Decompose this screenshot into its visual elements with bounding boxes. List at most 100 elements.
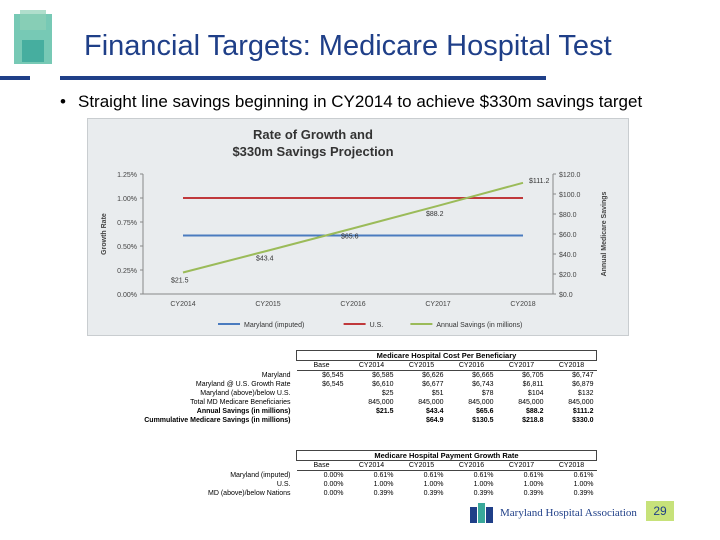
x-tick-label: CY2015 bbox=[255, 301, 280, 308]
table-cell: 0.00% bbox=[323, 490, 344, 497]
table-row: Annual Savings (in millions) $21.5 $43.4 $6… bbox=[100, 407, 597, 416]
table-cell: $104 bbox=[527, 390, 544, 397]
table-cell: 845,000 bbox=[468, 399, 494, 406]
table-cell: $6,545 bbox=[322, 372, 344, 379]
row-label: Total MD Medicare Beneficiaries bbox=[190, 399, 291, 406]
table-row: Maryland (imputed) 0.00% 0.61% 0.61% 0.61% 0.… bbox=[100, 471, 597, 481]
table-cell: $6,879 bbox=[572, 381, 594, 388]
table-cell: $43.4 bbox=[425, 408, 444, 415]
table-caption: Medicare Hospital Cost Per Beneficiary bbox=[296, 350, 597, 361]
legend-label-0: Maryland (imputed) bbox=[244, 322, 304, 329]
table-cell: $132 bbox=[577, 390, 594, 397]
table-cell: $6,665 bbox=[472, 372, 494, 379]
table-cell: 0.39% bbox=[473, 490, 494, 497]
table-row: Total MD Medicare Beneficiaries 845,000 84… bbox=[100, 398, 597, 407]
payment-growth-rate-table: Medicare Hospital Payment Growth Rate Bas… bbox=[100, 450, 597, 498]
table-header: CY2017 bbox=[496, 360, 547, 371]
table-row: U.S. 0.00% 1.00% 1.00% 1.00% 1.00% 1.00% bbox=[100, 480, 597, 489]
table-cell: 1.00% bbox=[423, 481, 444, 488]
table-header: CY2016 bbox=[446, 460, 497, 471]
table-cell: $130.5 bbox=[472, 417, 494, 424]
table-header: CY2018 bbox=[546, 360, 597, 371]
table-cell bbox=[297, 416, 347, 425]
data-label: $111.2 bbox=[529, 178, 549, 185]
table-cell: 0.00% bbox=[323, 481, 344, 488]
table-row: Maryland (above)/below U.S. $25 $51 $78 $104… bbox=[100, 389, 597, 398]
chart-title: Rate of Growth and bbox=[253, 127, 373, 142]
table-header: CY2018 bbox=[546, 460, 597, 471]
y2-tick-label: $60.0 bbox=[559, 232, 577, 239]
table-row: Cummulative Medicare Savings (in million… bbox=[100, 416, 597, 425]
table-cell: 1.00% bbox=[523, 481, 544, 488]
y2-tick-label: $80.0 bbox=[559, 212, 577, 219]
table-cell: 0.61% bbox=[523, 472, 544, 479]
table-header: CY2014 bbox=[346, 360, 397, 371]
y2-tick-label: $20.0 bbox=[559, 272, 577, 279]
table-header: CY2016 bbox=[446, 360, 497, 371]
row-label: U.S. bbox=[276, 481, 291, 488]
table-caption: Medicare Hospital Payment Growth Rate bbox=[296, 450, 597, 461]
table-header: CY2014 bbox=[346, 460, 397, 471]
table-cell: $51 bbox=[431, 390, 444, 397]
table-cell: $78 bbox=[481, 390, 494, 397]
table-header: Base bbox=[296, 460, 347, 471]
row-label: Maryland bbox=[261, 371, 291, 379]
table-header: CY2015 bbox=[396, 360, 447, 371]
table-cell bbox=[297, 389, 347, 398]
table-cell: 0.39% bbox=[423, 490, 444, 497]
table-row: Maryland @ U.S. Growth Rate $6,545 $6,610 $… bbox=[100, 380, 597, 389]
row-label: Annual Savings (in millions) bbox=[196, 408, 291, 415]
series-line-2 bbox=[182, 181, 524, 274]
page-number: 29 bbox=[646, 501, 674, 521]
x-tick-label: CY2017 bbox=[425, 301, 450, 308]
table-corner bbox=[100, 351, 297, 361]
y2-tick-label: $100.0 bbox=[559, 192, 581, 199]
y2-axis-title: Annual Medicare Savings bbox=[601, 191, 608, 276]
cost-per-beneficiary-table: Medicare Hospital Cost Per Beneficiary Ba… bbox=[100, 350, 597, 425]
bullet-point: • Straight line savings beginning in CY20… bbox=[60, 92, 642, 112]
table-cell: 0.61% bbox=[423, 472, 444, 479]
corner-decoration bbox=[0, 0, 60, 80]
table-cell bbox=[347, 416, 397, 425]
y-tick-label: 0.50% bbox=[117, 244, 137, 251]
y-axis-title: Growth Rate bbox=[101, 213, 108, 255]
table-header-row: Base CY2014 CY2015 CY2016 CY2017 CY2018 bbox=[100, 460, 597, 471]
x-tick-label: CY2014 bbox=[170, 301, 195, 308]
y2-tick-label: $40.0 bbox=[559, 252, 577, 259]
table-cell: 845,000 bbox=[368, 399, 394, 406]
y-tick-label: 0.00% bbox=[117, 292, 137, 299]
table-cell: 0.39% bbox=[573, 490, 594, 497]
row-label: Maryland @ U.S. Growth Rate bbox=[195, 381, 291, 388]
table-header-row: Base CY2014 CY2015 CY2016 CY2017 CY2018 bbox=[100, 360, 597, 371]
legend-label-2: Annual Savings (in millions) bbox=[436, 322, 522, 329]
row-label: Cummulative Medicare Savings (in million… bbox=[144, 417, 291, 424]
table-header: Base bbox=[296, 360, 347, 371]
data-label: $65.6 bbox=[341, 233, 359, 240]
header-spacer bbox=[100, 361, 297, 371]
table-cell: 0.00% bbox=[323, 472, 344, 479]
table-cell: 0.39% bbox=[523, 490, 544, 497]
mha-logo-icon bbox=[470, 503, 494, 523]
table-corner bbox=[100, 451, 297, 461]
data-label: $21.5 bbox=[171, 278, 189, 285]
y-tick-label: 0.25% bbox=[117, 268, 137, 275]
row-label: MD (above)/below Nations bbox=[208, 490, 291, 497]
table-cell: $330.0 bbox=[572, 417, 594, 424]
table-cell: $111.2 bbox=[572, 408, 594, 415]
chart-subtitle: $330m Savings Projection bbox=[232, 144, 393, 159]
table-cell: $6,545 bbox=[322, 381, 344, 388]
title-rule-left bbox=[0, 76, 30, 80]
table-cell: 1.00% bbox=[573, 481, 594, 488]
title-rule bbox=[60, 76, 546, 80]
footer-logo: Maryland Hospital Association bbox=[470, 503, 637, 523]
table-cell: 0.61% bbox=[573, 472, 594, 479]
legend-label-1: U.S. bbox=[370, 322, 384, 329]
table-cell: 845,000 bbox=[568, 399, 594, 406]
y2-tick-label: $0.0 bbox=[559, 292, 573, 299]
data-label: $88.2 bbox=[426, 211, 444, 218]
table-cell: 1.00% bbox=[473, 481, 494, 488]
y-tick-label: 0.75% bbox=[117, 220, 137, 227]
table-cell: 0.61% bbox=[473, 472, 494, 479]
x-tick-label: CY2018 bbox=[510, 301, 535, 308]
table-cell: $6,705 bbox=[522, 372, 544, 379]
